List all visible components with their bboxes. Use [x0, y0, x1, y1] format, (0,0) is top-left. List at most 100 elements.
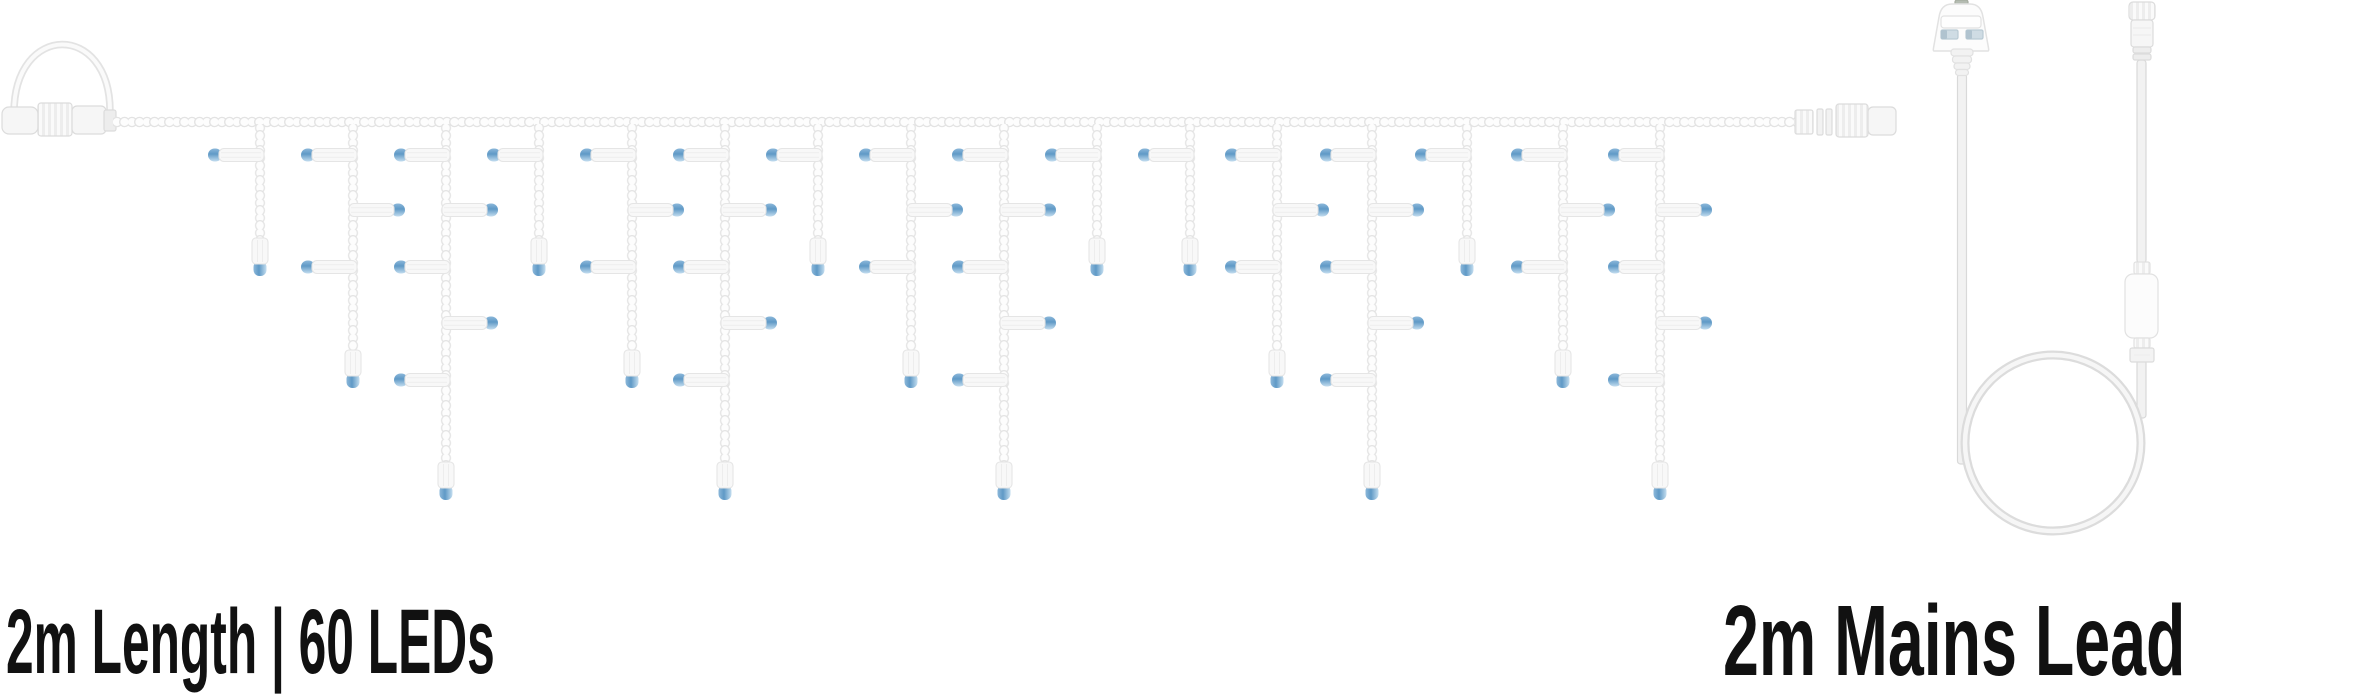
- led-tip: [1270, 373, 1284, 388]
- led-tip: [253, 261, 267, 276]
- icicle-drop: [1608, 124, 1712, 500]
- led-body: [404, 259, 451, 275]
- led-bulb: [1225, 259, 1282, 275]
- led-body: [906, 202, 953, 218]
- led-tip: [859, 148, 873, 162]
- led-bulb: [673, 259, 730, 275]
- led-tip: [952, 148, 966, 162]
- led-bulb: [487, 147, 544, 163]
- led-bulb: [301, 147, 358, 163]
- led-bulb: [580, 259, 637, 275]
- led-tip: [439, 485, 453, 500]
- led-bulb: [1511, 147, 1568, 163]
- led-bulb: [859, 147, 916, 163]
- icicle-drop: [673, 124, 777, 500]
- led-body: [1367, 202, 1414, 218]
- connector-ribbed: [1835, 103, 1869, 138]
- led-tip: [1556, 373, 1570, 388]
- led-tip: [484, 203, 498, 217]
- connector-ribbed: [37, 102, 73, 137]
- terminal-led-bulb: [437, 461, 455, 500]
- led-bulb: [208, 147, 265, 163]
- led-body: [995, 461, 1013, 489]
- led-body: [1425, 147, 1472, 163]
- terminal-led-bulb: [1363, 461, 1381, 500]
- led-tip: [208, 148, 222, 162]
- led-body: [404, 372, 451, 388]
- led-body: [311, 147, 358, 163]
- drop-wire: [1271, 124, 1283, 355]
- led-bulb: [952, 147, 1009, 163]
- led-tip: [1608, 260, 1622, 274]
- drop-wire: [719, 124, 731, 467]
- drop-wire: [1557, 124, 1569, 355]
- led-bulb: [441, 202, 498, 218]
- led-body: [1618, 372, 1665, 388]
- led-bulb: [720, 202, 777, 218]
- icicle-string-lights: [1, 40, 1897, 500]
- led-tip: [1320, 260, 1334, 274]
- led-bulb: [394, 372, 451, 388]
- led-bulb: [766, 147, 823, 163]
- led-bulb: [673, 372, 730, 388]
- led-body: [437, 461, 455, 489]
- terminal-led-bulb: [623, 349, 641, 388]
- led-bulb: [999, 315, 1056, 331]
- led-bulb: [1558, 202, 1615, 218]
- plug-pin-slot-shade: [1941, 30, 1947, 39]
- drop-wire: [254, 124, 266, 243]
- led-bulb: [627, 202, 684, 218]
- led-body: [1055, 147, 1102, 163]
- led-body: [1558, 202, 1605, 218]
- transformer-box: [2124, 273, 2159, 339]
- led-body: [999, 315, 1046, 331]
- led-body: [497, 147, 544, 163]
- caption-length-and-led-count: 2m Length | 60 LEDs: [6, 591, 495, 693]
- led-body: [869, 147, 916, 163]
- mains-lead: [1932, 0, 2159, 536]
- terminal-led-bulb: [995, 461, 1013, 500]
- led-tip: [625, 373, 639, 388]
- led-tip: [1511, 148, 1525, 162]
- led-body: [1458, 237, 1476, 265]
- led-tip: [1653, 485, 1667, 500]
- screw-threads: [2128, 1, 2156, 21]
- connector-ribbed-stub: [1794, 109, 1814, 135]
- terminal-led-bulb: [530, 237, 548, 276]
- led-body: [1235, 259, 1282, 275]
- screw-connector: [2128, 1, 2156, 61]
- icicle-drop: [1511, 124, 1615, 388]
- led-body: [720, 202, 767, 218]
- terminal-led-bulb: [251, 237, 269, 276]
- led-body: [1618, 259, 1665, 275]
- led-tip: [1183, 261, 1197, 276]
- led-tip: [484, 316, 498, 330]
- led-body: [683, 372, 730, 388]
- led-body: [1655, 202, 1702, 218]
- led-bulb: [952, 259, 1009, 275]
- led-body: [1148, 147, 1195, 163]
- drop-wire: [440, 124, 452, 467]
- terminal-led-bulb: [1088, 237, 1106, 276]
- led-bulb: [1320, 372, 1377, 388]
- led-body: [251, 237, 269, 265]
- drop-wire: [905, 124, 917, 355]
- led-tip: [1315, 203, 1329, 217]
- led-tip: [718, 485, 732, 500]
- led-tip: [1608, 373, 1622, 387]
- screw-body: [2130, 19, 2154, 48]
- led-body: [1235, 147, 1282, 163]
- led-body: [344, 349, 362, 377]
- led-tip: [763, 203, 777, 217]
- terminal-led-bulb: [716, 461, 734, 500]
- led-body: [683, 147, 730, 163]
- drop-wire: [1091, 124, 1103, 243]
- led-body: [404, 147, 451, 163]
- led-tip: [1042, 203, 1056, 217]
- drop-wire: [1366, 124, 1378, 467]
- drop-wire: [1654, 124, 1666, 467]
- led-body: [1330, 147, 1377, 163]
- led-body: [1655, 315, 1702, 331]
- led-body: [1330, 372, 1377, 388]
- led-bulb: [301, 259, 358, 275]
